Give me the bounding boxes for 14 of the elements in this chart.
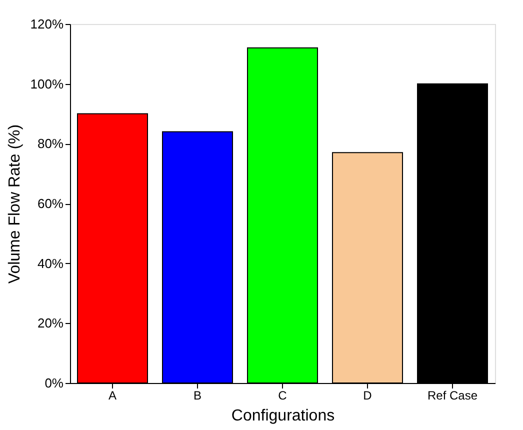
y-tick-label: 20% [37, 316, 64, 331]
x-tick-label: B [193, 388, 202, 402]
y-axis-title: Volume Flow Rate (%) [6, 124, 24, 284]
x-axis-title: Configurations [231, 408, 335, 424]
x-tick-label: A [108, 388, 117, 402]
y-tick-label: 40% [37, 256, 64, 271]
y-tick-label: 60% [37, 196, 64, 211]
x-tick-label: D [363, 388, 372, 402]
y-tick-label: 80% [37, 136, 64, 152]
y-tick-label: 100% [30, 76, 64, 92]
y-tick-label: 120% [30, 16, 64, 32]
x-tick-label: C [278, 388, 288, 402]
y-tick-label: 0% [44, 376, 64, 390]
x-tick-label: Ref Case [427, 388, 478, 402]
